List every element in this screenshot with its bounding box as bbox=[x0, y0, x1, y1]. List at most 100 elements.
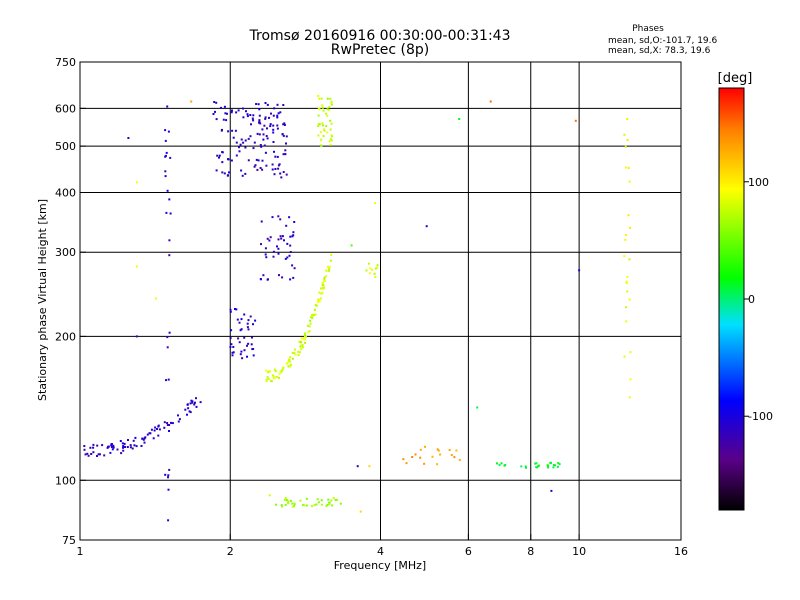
data-point bbox=[431, 455, 434, 458]
data-point bbox=[232, 351, 235, 354]
data-point bbox=[369, 267, 372, 270]
data-point bbox=[310, 314, 313, 317]
data-point bbox=[288, 360, 291, 363]
data-point bbox=[320, 287, 322, 290]
data-point bbox=[332, 497, 335, 499]
data-point bbox=[169, 212, 172, 215]
data-point bbox=[256, 132, 259, 135]
data-point bbox=[289, 356, 292, 359]
data-point bbox=[277, 252, 280, 255]
data-point bbox=[299, 499, 302, 502]
data-point bbox=[168, 430, 170, 432]
y-tick-label: 75 bbox=[62, 534, 76, 547]
data-point bbox=[239, 143, 242, 146]
data-point bbox=[263, 124, 266, 127]
data-point bbox=[291, 351, 294, 354]
data-point bbox=[316, 498, 319, 501]
data-point bbox=[167, 378, 170, 381]
data-point bbox=[303, 332, 306, 335]
data-point bbox=[282, 134, 285, 137]
data-point bbox=[223, 105, 226, 108]
data-point bbox=[289, 365, 292, 368]
data-point bbox=[450, 454, 453, 456]
data-point bbox=[194, 401, 196, 404]
data-point bbox=[265, 369, 268, 372]
data-point bbox=[253, 141, 256, 144]
data-point bbox=[279, 111, 282, 114]
data-point bbox=[300, 341, 303, 343]
data-point bbox=[625, 320, 628, 323]
data-point bbox=[318, 291, 321, 294]
data-point bbox=[374, 276, 377, 278]
data-point bbox=[186, 403, 189, 406]
y-tick-label: 300 bbox=[55, 246, 76, 259]
data-point bbox=[164, 175, 167, 178]
data-point bbox=[220, 129, 223, 132]
data-point bbox=[166, 422, 169, 424]
data-point bbox=[628, 298, 631, 301]
data-point bbox=[330, 101, 333, 104]
data-point bbox=[243, 336, 246, 339]
data-point bbox=[166, 336, 169, 339]
data-point bbox=[436, 448, 439, 451]
data-point bbox=[235, 141, 238, 144]
data-point bbox=[243, 349, 246, 352]
data-point bbox=[266, 376, 269, 379]
data-point bbox=[163, 421, 166, 424]
data-point bbox=[276, 245, 278, 248]
data-point bbox=[328, 140, 331, 143]
data-point bbox=[260, 220, 263, 223]
data-point bbox=[424, 445, 426, 448]
data-point bbox=[291, 235, 294, 238]
data-point bbox=[263, 144, 266, 147]
data-point bbox=[309, 322, 312, 325]
data-point bbox=[302, 504, 305, 506]
data-point bbox=[164, 155, 167, 158]
data-point bbox=[328, 108, 331, 111]
y-tick-label: 400 bbox=[55, 186, 76, 199]
data-point bbox=[322, 124, 324, 127]
data-point bbox=[623, 255, 626, 258]
data-point bbox=[317, 298, 320, 301]
data-point bbox=[112, 444, 115, 447]
data-point bbox=[246, 355, 248, 358]
data-point bbox=[272, 114, 275, 117]
data-point bbox=[498, 463, 501, 466]
data-point bbox=[251, 117, 254, 120]
data-point bbox=[281, 276, 284, 279]
data-point bbox=[411, 456, 414, 458]
data-point bbox=[317, 501, 320, 504]
data-point bbox=[534, 462, 537, 465]
data-point bbox=[246, 326, 249, 329]
data-point bbox=[244, 146, 247, 149]
data-point bbox=[272, 375, 275, 378]
data-point bbox=[279, 172, 282, 175]
data-point bbox=[259, 144, 262, 146]
colorbar-tick-label: 100 bbox=[748, 176, 769, 189]
data-point bbox=[281, 505, 284, 508]
data-point bbox=[288, 358, 290, 361]
data-point bbox=[254, 319, 257, 322]
data-point bbox=[158, 428, 161, 431]
data-point bbox=[251, 336, 253, 339]
data-point bbox=[276, 124, 279, 127]
data-point bbox=[190, 100, 193, 103]
data-point bbox=[226, 112, 228, 115]
data-point bbox=[237, 337, 240, 340]
data-point bbox=[496, 462, 498, 465]
data-point bbox=[143, 441, 146, 444]
data-point bbox=[230, 159, 233, 162]
data-point bbox=[283, 124, 286, 126]
data-point bbox=[240, 350, 243, 353]
data-point bbox=[402, 458, 405, 461]
data-point bbox=[330, 253, 333, 256]
data-point bbox=[317, 123, 320, 126]
data-point bbox=[272, 141, 275, 143]
data-point bbox=[103, 454, 106, 457]
data-point bbox=[258, 133, 261, 136]
data-point bbox=[320, 139, 322, 142]
data-point bbox=[123, 442, 126, 445]
data-point bbox=[142, 438, 145, 441]
data-point bbox=[277, 215, 280, 218]
